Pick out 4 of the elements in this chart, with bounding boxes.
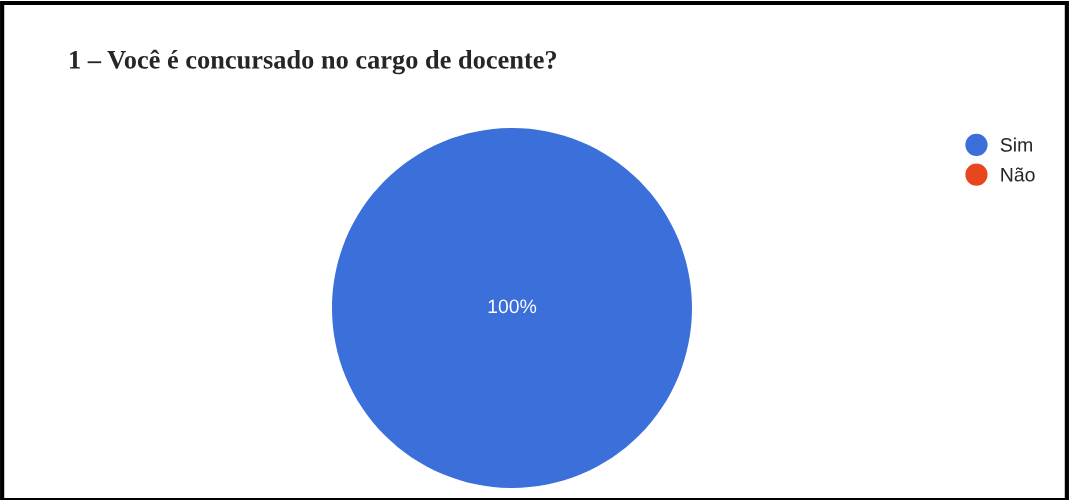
legend-label: Sim (1000, 137, 1032, 152)
legend-label: Não (1001, 167, 1035, 182)
data-label: 100% (488, 299, 537, 314)
chart-title: 1 – Você é concursado no cargo de docente? (70, 49, 557, 75)
